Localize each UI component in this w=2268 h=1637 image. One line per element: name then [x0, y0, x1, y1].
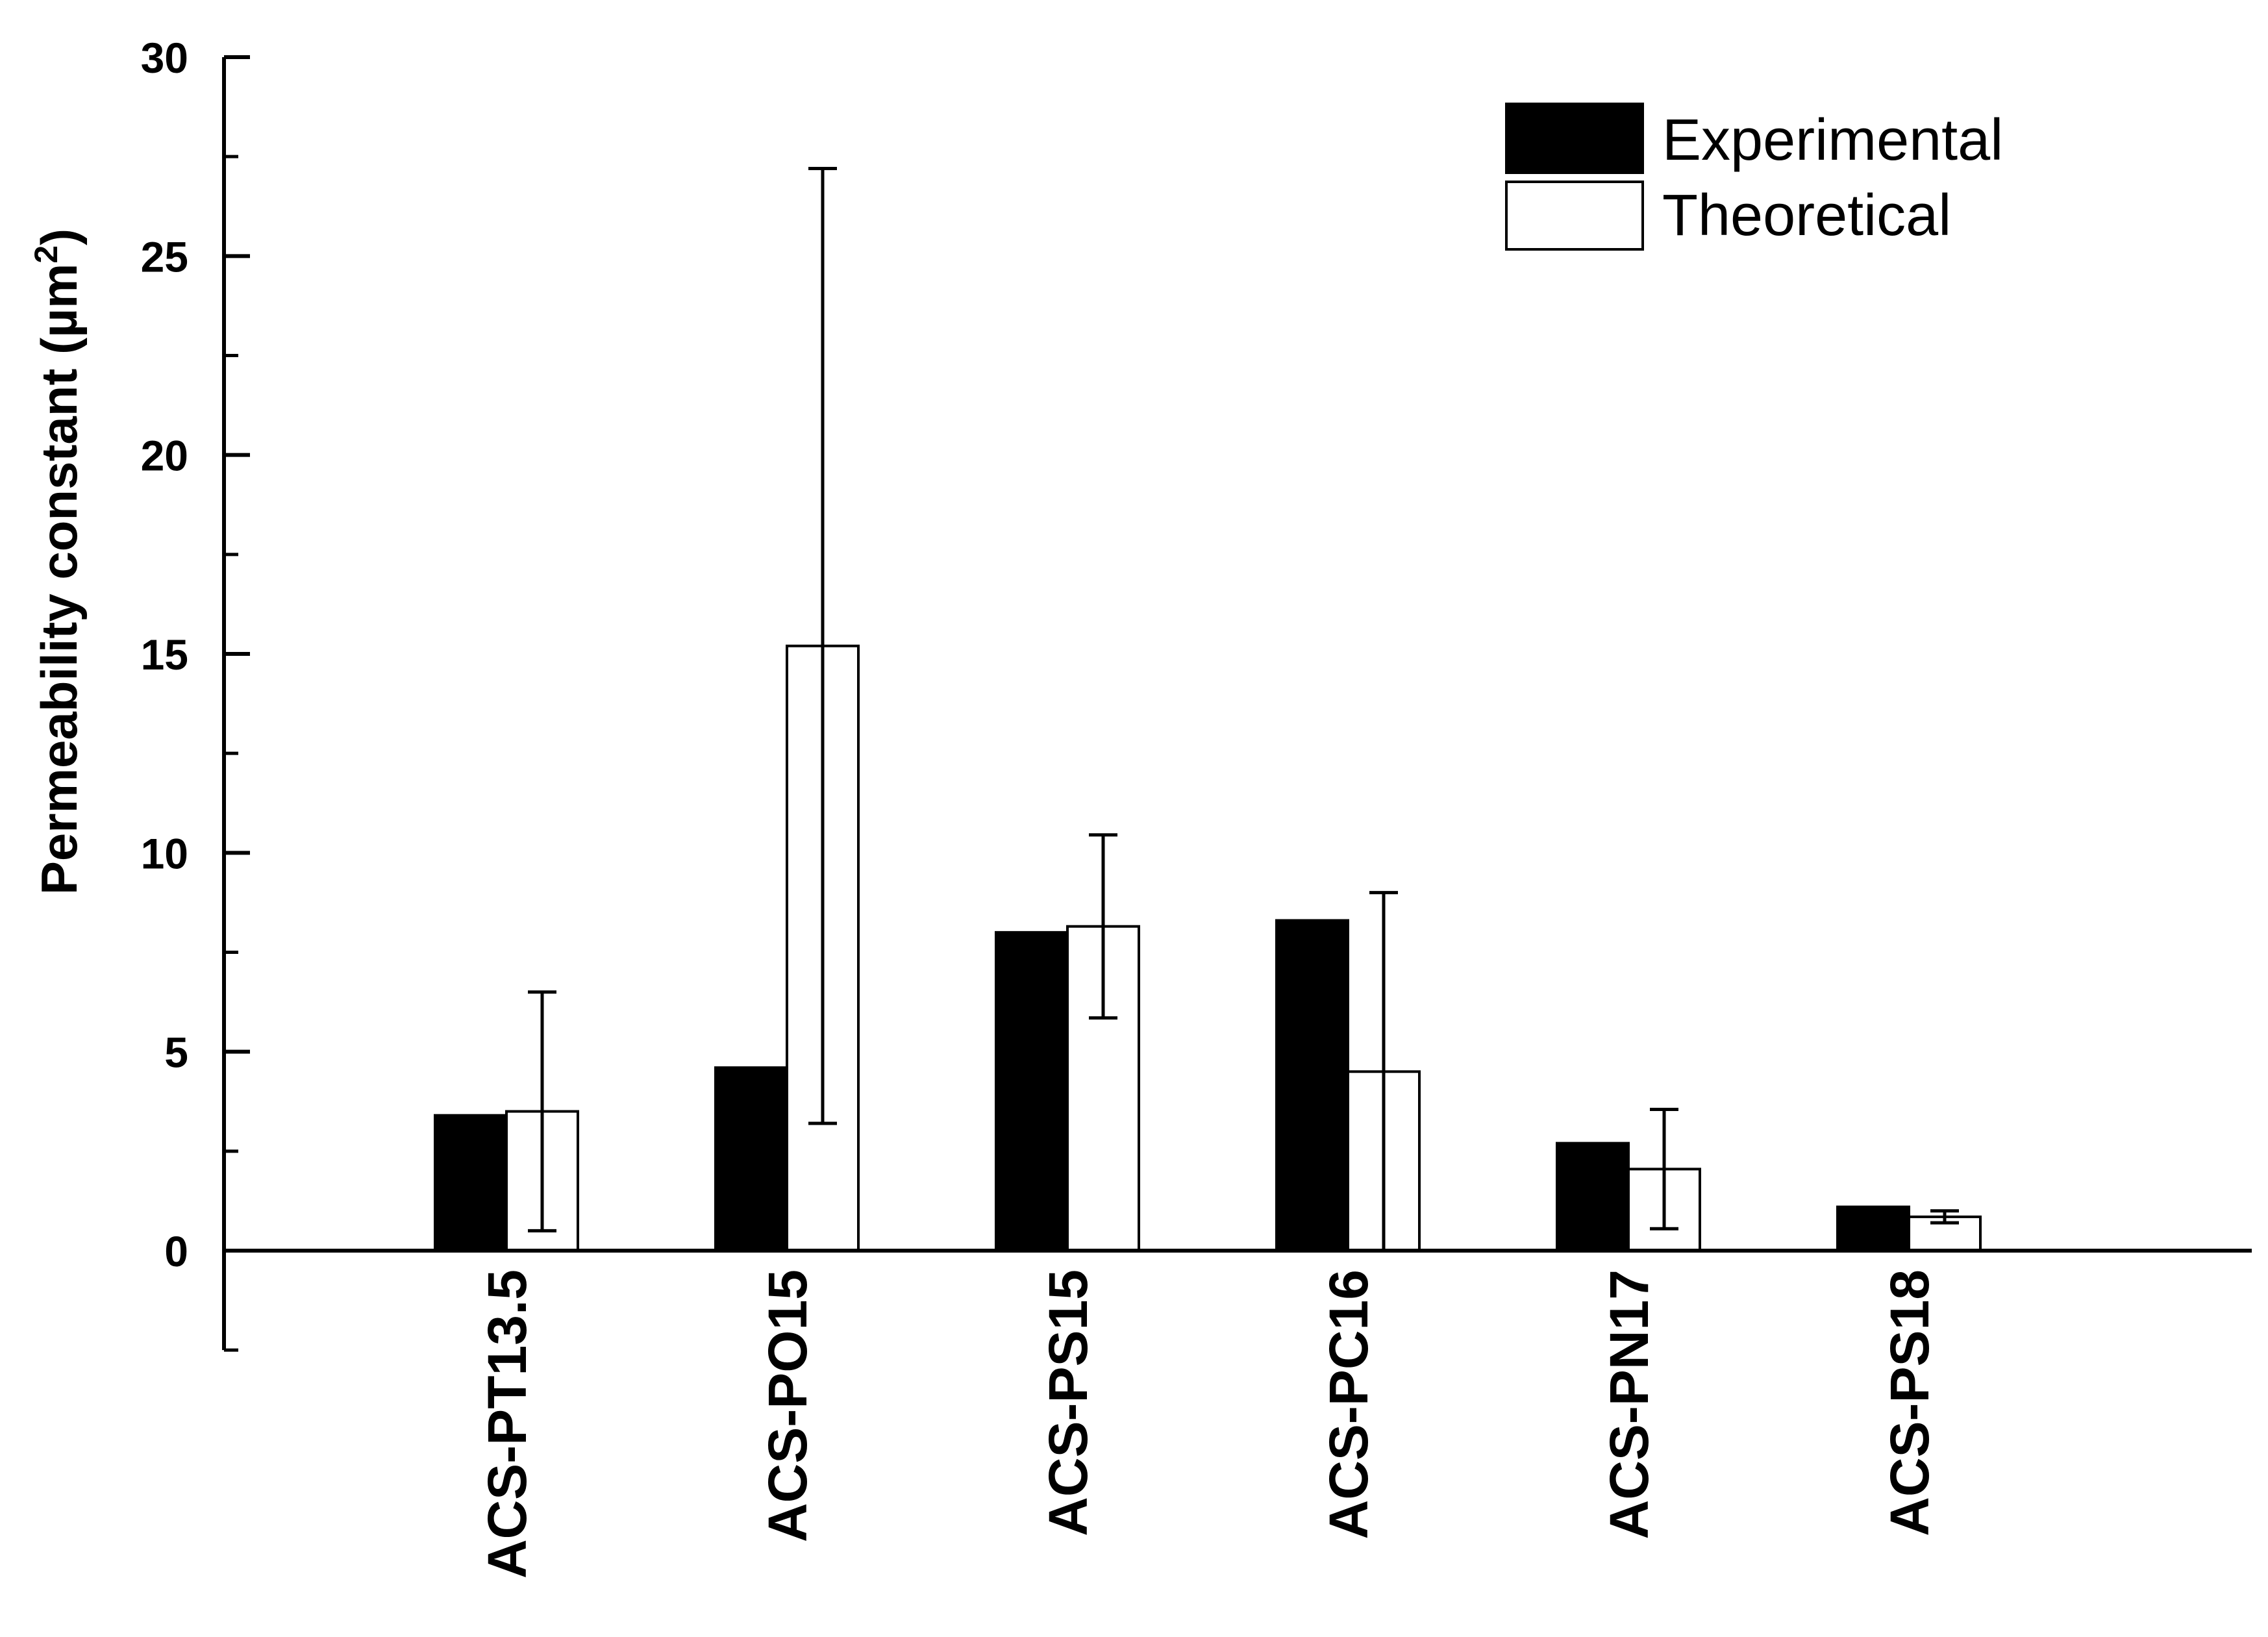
bar-experimental [714, 1066, 788, 1252]
y-tick-label: 0 [164, 1227, 188, 1275]
bar-experimental [1275, 919, 1349, 1253]
bar-experimental [995, 931, 1069, 1253]
category-label: ACS-PO15 [757, 1269, 818, 1542]
y-axis-title-close: ) [31, 229, 88, 245]
legend-swatch-theoretical [1505, 181, 1644, 251]
category-label: ACS-PC16 [1318, 1269, 1379, 1539]
legend-label-experimental: Experimental [1662, 108, 2003, 173]
bar-experimental [1556, 1142, 1630, 1252]
error-bars [528, 167, 1959, 1253]
bar-experimental [434, 1114, 508, 1253]
y-axis: 0 5 10 15 20 25 30 [141, 34, 250, 1352]
category-label: ACS-PN17 [1599, 1269, 1660, 1539]
y-tick-label: 30 [141, 34, 188, 82]
category-label: ACS-PT13.5 [477, 1269, 538, 1579]
y-axis-title-main: Permeability constant (µm [31, 264, 88, 895]
legend-label-theoretical: Theoretical [1662, 183, 1951, 248]
category-labels: ACS-PT13.5 ACS-PO15 ACS-PS15 ACS-PC16 ACS-PN… [477, 1269, 1940, 1579]
y-tick-label: 5 [164, 1029, 188, 1077]
category-label: ACS-PS15 [1038, 1269, 1099, 1536]
y-tick-label: 10 [141, 829, 188, 877]
legend: Experimental Theoretical [1505, 103, 2003, 251]
y-tick-label: 15 [141, 631, 188, 679]
y-tick-label: 20 [141, 432, 188, 480]
legend-swatch-experimental [1505, 103, 1644, 174]
category-label: ACS-PS18 [1879, 1269, 1940, 1536]
bars [434, 644, 1982, 1253]
y-axis-title-sup: 2 [28, 245, 64, 264]
bar-experimental [1836, 1205, 1910, 1253]
y-tick-label: 25 [141, 232, 188, 281]
y-axis-title: Permeability constant (µm2) [28, 229, 88, 895]
